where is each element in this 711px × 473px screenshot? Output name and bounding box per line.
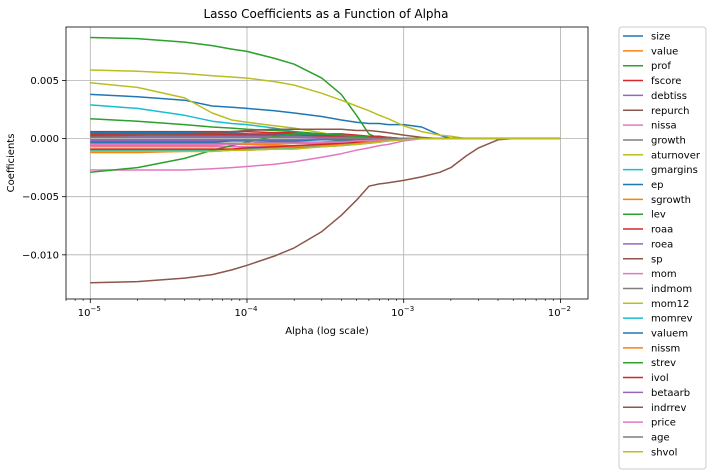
- y-axis-label: Coefficients: [6, 134, 17, 193]
- x-tick-label: 10−3: [391, 305, 414, 319]
- x-tick-exponent: −5: [90, 305, 100, 313]
- legend-label-nissa: nissa: [651, 121, 677, 132]
- y-tick-label: −0.010: [22, 250, 59, 261]
- y-tick-label: −0.005: [22, 192, 59, 203]
- plot-frame: [65, 26, 589, 300]
- legend: size value prof fscore debtiss repurch nissa gr…: [618, 26, 707, 470]
- legend-label-prof: prof: [651, 61, 671, 72]
- legend-label-indmom: indmom: [651, 284, 692, 295]
- x-tick-exponent: −3: [404, 305, 414, 313]
- legend-label-nissm: nissm: [651, 343, 680, 354]
- legend-label-size: size: [651, 32, 670, 43]
- legend-label-mom12: mom12: [651, 299, 689, 310]
- y-tick-label: 0.005: [30, 76, 59, 87]
- legend-label-momrev: momrev: [651, 314, 693, 325]
- legend-frame: [618, 26, 707, 470]
- x-tick-exponent: −2: [561, 305, 571, 313]
- x-axis-label: Alpha (log scale): [285, 326, 369, 337]
- grid-layer: [66, 27, 588, 299]
- series-line-indrrev: [90, 137, 561, 284]
- legend-label-valuem: valuem: [651, 329, 688, 340]
- legend-label-repurch: repurch: [651, 106, 689, 117]
- x-tick-label: 10−5: [78, 305, 101, 319]
- y-tick-label: 0.000: [30, 134, 59, 145]
- legend-label-price: price: [651, 418, 676, 429]
- legend-label-ep: ep: [651, 180, 664, 191]
- legend-label-age: age: [651, 432, 670, 443]
- legend-label-debtiss: debtiss: [651, 91, 687, 102]
- legend-label-sgrowth: sgrowth: [651, 195, 691, 206]
- x-tick-label: 10−2: [548, 305, 571, 319]
- legend-label-ivol: ivol: [651, 373, 669, 384]
- axis-layer: 10−5 10−4 10−3 10−2 0.005 0.000 −0.005 −0.010: [22, 76, 571, 319]
- legend-label-growth: growth: [651, 135, 686, 146]
- series-line-aturnover: [90, 82, 561, 140]
- legend-label-gmargins: gmargins: [651, 165, 698, 176]
- legend-label-betaarb: betaarb: [651, 388, 690, 399]
- legend-label-indrrev: indrrev: [651, 403, 686, 414]
- legend-label-fscore: fscore: [651, 76, 681, 87]
- x-tick-label: 10−4: [234, 305, 258, 319]
- legend-label-roaa: roaa: [651, 225, 673, 236]
- legend-label-sp: sp: [651, 254, 663, 265]
- series-layer: [90, 36, 561, 284]
- legend-label-shvol: shvol: [651, 447, 677, 458]
- legend-label-value: value: [651, 46, 678, 57]
- series-line-shvol: [90, 137, 561, 153]
- legend-label-mom: mom: [651, 269, 677, 280]
- legend-label-strev: strev: [651, 358, 676, 369]
- x-tick-exponent: −4: [247, 305, 258, 313]
- legend-label-lev: lev: [651, 210, 666, 221]
- legend-label-roea: roea: [651, 239, 673, 250]
- chart-title: Lasso Coefficients as a Function of Alph…: [203, 7, 448, 21]
- legend-label-aturnover: aturnover: [651, 150, 701, 161]
